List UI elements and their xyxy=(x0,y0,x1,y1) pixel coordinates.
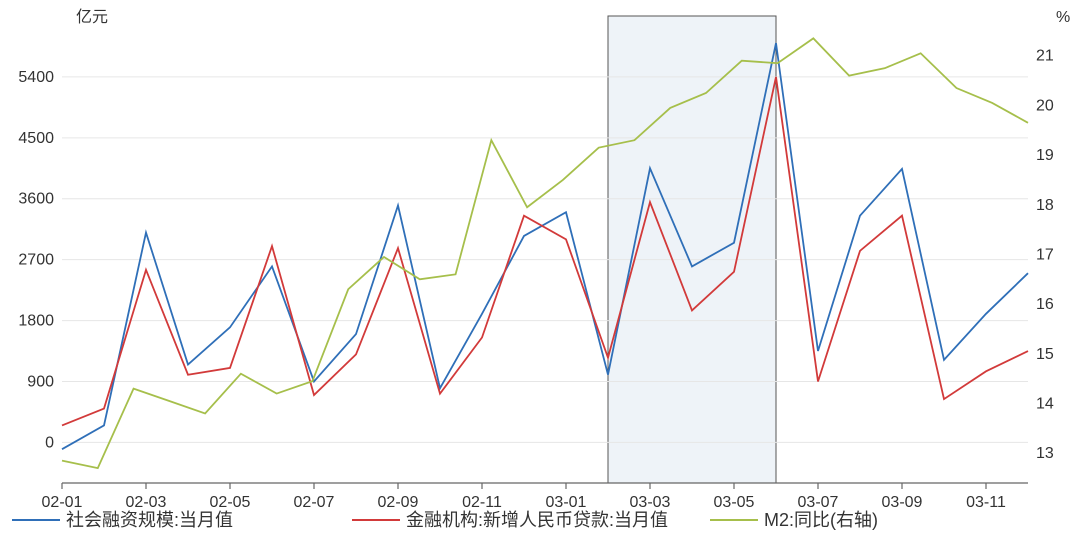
x-tick-label: 03-11 xyxy=(966,494,1006,511)
y-left-tick-label: 2700 xyxy=(18,252,54,269)
x-tick-label: 02-11 xyxy=(462,494,502,511)
y-right-tick-label: 19 xyxy=(1036,147,1054,164)
y-left-unit: 亿元 xyxy=(76,8,108,26)
y-right-unit: % xyxy=(1056,9,1070,26)
line-chart: 0 900 1800 2700 3600 4500 5400 亿元 13 14 15 16 17 18 19… xyxy=(0,0,1080,543)
series-social_financing xyxy=(62,43,1028,449)
y-left-tick-label: 0 xyxy=(45,434,54,451)
y-right-tick-label: 21 xyxy=(1036,48,1054,65)
y-left-tick-label: 900 xyxy=(27,373,54,390)
x-tick-label: 03-01 xyxy=(546,494,587,511)
x-tick-label: 03-07 xyxy=(798,494,839,511)
x-tick-label: 03-05 xyxy=(714,494,755,511)
y-right-tick-label: 17 xyxy=(1036,246,1054,263)
y-right-tick-label: 14 xyxy=(1036,396,1054,413)
y-right-tick-label: 18 xyxy=(1036,197,1054,214)
x-tick-label: 02-07 xyxy=(294,494,335,511)
x-tick-label: 03-03 xyxy=(630,494,671,511)
x-tick-label: 02-09 xyxy=(378,494,419,511)
x-tick-label: 02-01 xyxy=(42,494,83,511)
x-tick-label: 02-03 xyxy=(126,494,167,511)
x-tick-label: 02-05 xyxy=(210,494,251,511)
series-new_rmb_loans xyxy=(62,77,1028,426)
y-left-tick-label: 3600 xyxy=(18,191,54,208)
y-right-tick-label: 16 xyxy=(1036,296,1054,313)
legend-label-m2_yoy: M2:同比(右轴) xyxy=(764,510,878,530)
legend-label-social_financing: 社会融资规模:当月值 xyxy=(66,510,233,530)
y-left-tick-label: 4500 xyxy=(18,130,54,147)
series-m2_yoy xyxy=(62,38,1028,468)
y-left-tick-label: 5400 xyxy=(18,69,54,86)
y-right-tick-label: 13 xyxy=(1036,445,1054,462)
y-left-tick-label: 1800 xyxy=(18,313,54,330)
x-tick-label: 03-09 xyxy=(882,494,923,511)
y-right-tick-label: 20 xyxy=(1036,97,1054,114)
legend-label-new_rmb_loans: 金融机构:新增人民币贷款:当月值 xyxy=(406,510,668,530)
y-right-tick-label: 15 xyxy=(1036,346,1054,363)
